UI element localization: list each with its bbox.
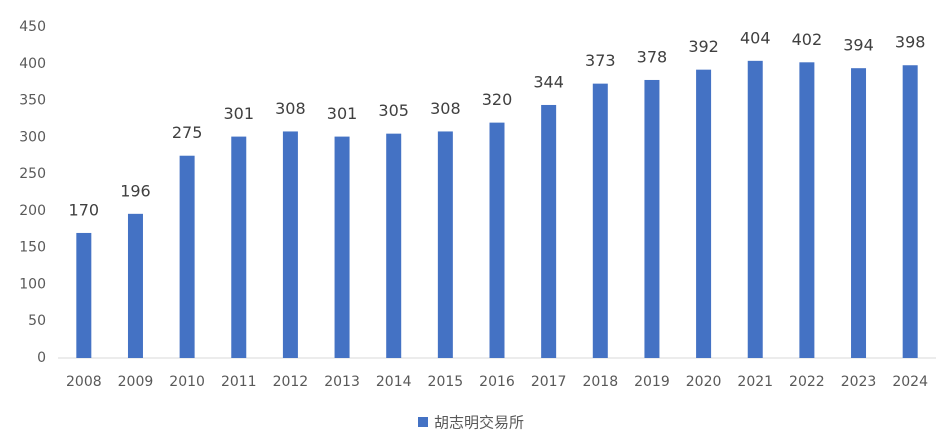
data-label: 301 (223, 104, 254, 123)
bar (489, 122, 505, 358)
x-tick-label: 2015 (428, 374, 464, 390)
bar (541, 104, 557, 358)
y-tick-label: 450 (19, 19, 46, 35)
bar (127, 213, 143, 358)
x-tick-label: 2020 (686, 374, 722, 390)
data-label: 344 (533, 72, 564, 91)
y-tick-label: 100 (19, 276, 46, 292)
x-tick-label: 2010 (169, 374, 205, 390)
x-tick-label: 2019 (634, 374, 670, 390)
y-tick-label: 50 (28, 313, 46, 329)
legend-swatch (418, 417, 428, 427)
x-tick-label: 2014 (376, 374, 412, 390)
bar (696, 69, 712, 358)
bar (747, 60, 763, 358)
bar (799, 62, 815, 358)
y-tick-label: 200 (19, 203, 46, 219)
y-tick-label: 300 (19, 129, 46, 145)
x-tick-label: 2008 (66, 374, 102, 390)
data-label: 398 (895, 33, 926, 52)
data-label: 404 (740, 28, 771, 47)
x-tick-label: 2024 (892, 374, 928, 390)
x-tick-label: 2017 (531, 374, 567, 390)
data-label: 305 (378, 101, 409, 120)
data-label: 392 (688, 37, 719, 56)
x-tick-label: 2023 (841, 374, 877, 390)
bar (592, 83, 608, 358)
y-tick-label: 250 (19, 166, 46, 182)
bar (76, 232, 92, 358)
x-tick-label: 2018 (582, 374, 618, 390)
bar (179, 155, 195, 358)
x-tick-label: 2012 (273, 374, 309, 390)
legend-label: 胡志明交易所 (434, 414, 524, 432)
data-label: 308 (430, 99, 461, 118)
x-tick-label: 2011 (221, 374, 257, 390)
bar (902, 65, 918, 358)
data-label: 275 (172, 123, 203, 142)
y-tick-label: 0 (37, 350, 46, 366)
x-tick-label: 2016 (479, 374, 515, 390)
data-label: 378 (637, 47, 668, 66)
bar (386, 133, 402, 358)
y-tick-label: 350 (19, 93, 46, 109)
data-label: 373 (585, 51, 616, 70)
bar (644, 79, 660, 359)
bar (437, 131, 453, 358)
data-label: 301 (327, 104, 358, 123)
data-label: 402 (792, 30, 823, 49)
data-label: 170 (69, 200, 100, 219)
data-label: 320 (482, 90, 513, 109)
data-label: 308 (275, 99, 306, 118)
y-tick-label: 150 (19, 240, 46, 256)
x-tick-label: 2022 (789, 374, 825, 390)
bar (851, 68, 867, 359)
data-label: 394 (843, 36, 874, 55)
x-tick-label: 2009 (118, 374, 154, 390)
bar (282, 131, 298, 358)
bar (334, 136, 350, 358)
x-tick-label: 2013 (324, 374, 360, 390)
x-tick-label: 2021 (737, 374, 773, 390)
data-label: 196 (120, 181, 151, 200)
bar (231, 136, 247, 358)
y-tick-label: 400 (19, 56, 46, 72)
